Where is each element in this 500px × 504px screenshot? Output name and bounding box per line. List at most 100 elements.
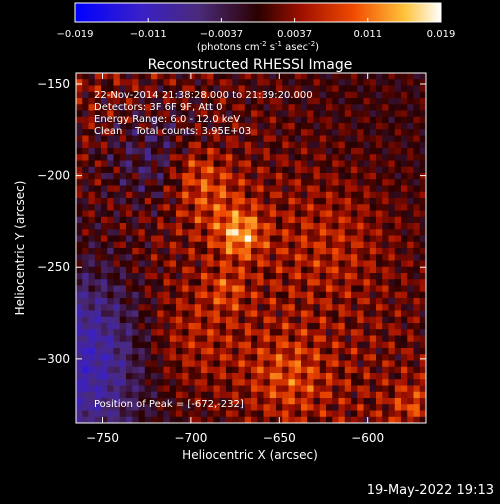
heatmap-cell [176,298,183,305]
heatmap-cell [188,416,196,423]
heatmap-cell [288,398,296,405]
heatmap-cell [188,198,196,205]
heatmap-cell [107,198,114,205]
heatmap-cell [276,148,283,155]
heatmap-cell [319,391,327,399]
heatmap-cell [176,241,183,249]
heatmap-cell [76,291,83,299]
heatmap-cell [182,73,189,80]
heatmap-cell [176,123,183,130]
heatmap-cell [257,129,264,136]
heatmap-cell [182,123,189,130]
heatmap-cell [244,254,252,261]
heatmap-cell [176,160,183,168]
heatmap-cell [76,148,83,155]
heatmap-cell [363,204,371,211]
heatmap-cell [176,98,183,105]
heatmap-cell [301,104,308,111]
heatmap-cell [338,210,346,218]
heatmap-cell [207,273,214,280]
heatmap-cell [238,316,246,324]
heatmap-cell [332,191,339,199]
heatmap-cell [76,310,83,318]
heatmap-cell [188,310,196,318]
heatmap-cell [119,116,127,124]
heatmap-cell [238,148,246,155]
heatmap-cell [394,348,402,355]
heatmap-cell [419,329,426,336]
heatmap-cell [394,110,402,118]
heatmap-cell [357,254,364,261]
heatmap-cell [94,185,102,193]
heatmap-cell [357,173,364,180]
heatmap-cell [82,141,89,149]
heatmap-cell [326,129,333,136]
heatmap-cell [163,116,171,124]
heatmap-cell [94,285,102,293]
heatmap-cell [307,116,314,124]
heatmap-cell [301,235,308,243]
heatmap-cell [251,104,258,111]
heatmap-cell [151,254,158,261]
heatmap-cell [82,173,89,180]
info-annotations: 22-Nov-2014 21:38:28.000 to 21:39:20.000… [94,90,313,410]
heatmap-cell [182,179,189,186]
heatmap-cell [251,329,258,336]
heatmap-cell [257,223,264,230]
heatmap-cell [169,160,177,168]
heatmap-cell [213,216,221,224]
heatmap-cell [344,104,352,111]
heatmap-cell [344,385,352,393]
heatmap-cell [213,160,221,168]
heatmap-cell [332,104,339,111]
heatmap-cell [357,129,364,136]
heatmap-cell [94,354,102,361]
heatmap-cell [101,379,108,386]
heatmap-cell [88,248,96,255]
heatmap-cell [369,160,377,168]
heatmap-cell [394,285,402,293]
heatmap-cell [132,198,139,205]
heatmap-cell [282,85,289,93]
heatmap-cell [263,366,271,374]
heatmap-cell [132,191,139,199]
heatmap-cell [113,279,121,286]
heatmap-cell [194,223,202,230]
heatmap-cell [226,310,233,318]
heatmap-cell [369,223,377,230]
heatmap-cell [244,341,252,349]
heatmap-cell [413,198,421,205]
heatmap-cell [369,204,377,211]
heatmap-cell [319,173,327,180]
heatmap-cell [138,173,146,180]
heatmap-cell [113,248,121,255]
heatmap-cell [282,241,289,249]
heatmap-cell [238,266,246,274]
heatmap-cell [107,316,114,324]
heatmap-cell [413,348,421,355]
heatmap-cell [307,104,314,111]
heatmap-cell [76,141,83,149]
heatmap-cell [319,185,327,193]
heatmap-cell [94,341,102,349]
heatmap-cell [413,179,421,186]
heatmap-cell [132,204,139,211]
heatmap-cell [82,404,89,411]
heatmap-cell [413,166,421,174]
heatmap-cell [282,141,289,149]
heatmap-cell [201,198,208,205]
heatmap-cell [269,160,277,168]
heatmap-cell [107,135,114,143]
heatmap-cell [301,348,308,355]
heatmap-cell [188,141,196,149]
heatmap-cell [388,279,396,286]
heatmap-cell [282,254,289,261]
heatmap-cell [226,85,233,93]
heatmap-cell [219,335,227,343]
heatmap-cell [144,154,152,161]
heatmap-cell [107,248,114,255]
heatmap-cell [207,179,214,186]
heatmap-cell [413,154,421,161]
heatmap-cell [138,398,146,405]
heatmap-cell [332,79,339,86]
